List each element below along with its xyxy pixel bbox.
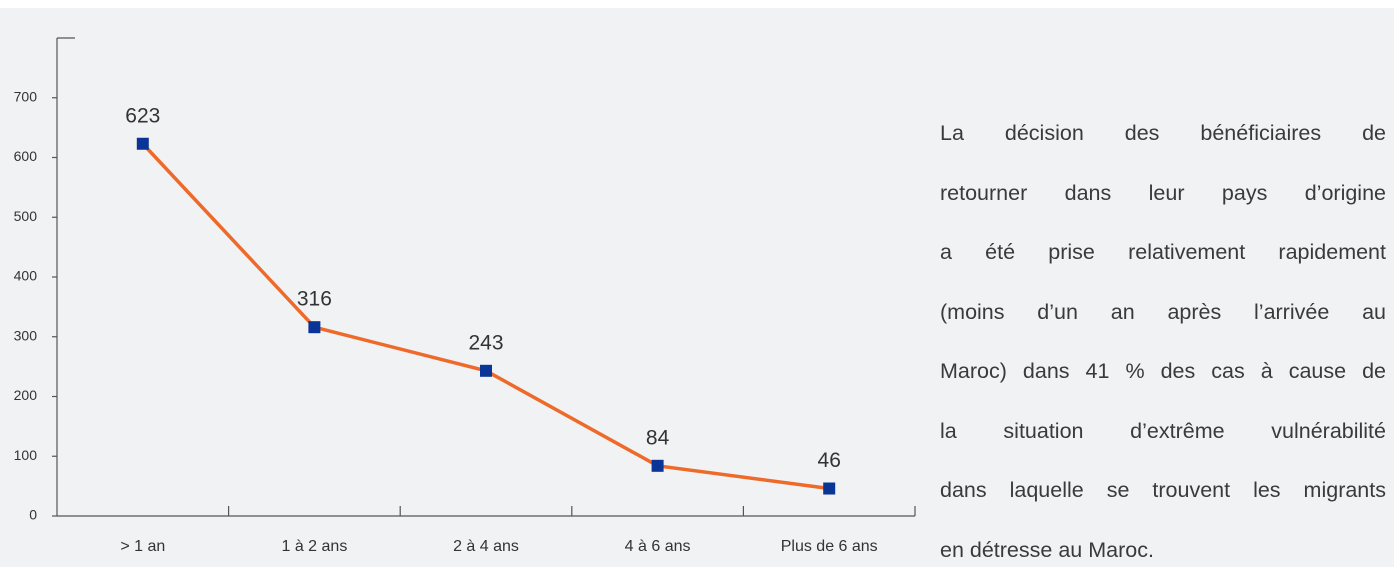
marker <box>308 321 320 333</box>
y-tick-label: 500 <box>14 208 38 224</box>
y-tick-label: 100 <box>14 447 38 463</box>
x-tick-label: > 1 an <box>120 538 165 555</box>
data-label: 316 <box>297 288 332 311</box>
marker <box>137 138 149 150</box>
text-line: dans laquelle se trouvent les migrants <box>940 461 1386 521</box>
chart: 0 100 200 300 400 500 600 700 > 1 an 1 à 2 ans 2 à… <box>0 0 930 567</box>
text-line: retourner dans leur pays d’origine <box>940 164 1386 224</box>
y-tick-label: 600 <box>14 148 38 164</box>
x-tick-label: 2 à 4 ans <box>453 538 519 555</box>
x-tick-label: Plus de 6 ans <box>781 538 878 555</box>
x-tick-label: 1 à 2 ans <box>281 538 347 555</box>
data-label: 623 <box>125 104 160 127</box>
y-tick-label: 700 <box>14 88 38 104</box>
y-tick-label: 200 <box>14 387 38 403</box>
line <box>143 144 829 489</box>
text-line: a été prise relativement rapidement <box>940 223 1386 283</box>
data-label: 243 <box>468 331 503 354</box>
text-line: en détresse au Maroc. <box>940 521 1386 580</box>
y-tick-label: 400 <box>14 268 38 284</box>
text-line: Maroc) dans 41 % des cas à cause de <box>940 342 1386 402</box>
y-tick-label: 0 <box>29 507 37 523</box>
text-line: La décision des bénéficiaires de <box>940 104 1386 164</box>
x-tick-label: 4 à 6 ans <box>625 538 691 555</box>
data-label: 46 <box>818 449 841 472</box>
marker <box>823 483 835 495</box>
text-line: (moins d’un an après l’arrivée au <box>940 283 1386 343</box>
marker <box>480 365 492 377</box>
text-line: la situation d’extrême vulnérabilité <box>940 402 1386 462</box>
marker <box>652 460 664 472</box>
y-tick-label: 300 <box>14 327 38 343</box>
data-label: 84 <box>646 426 670 449</box>
